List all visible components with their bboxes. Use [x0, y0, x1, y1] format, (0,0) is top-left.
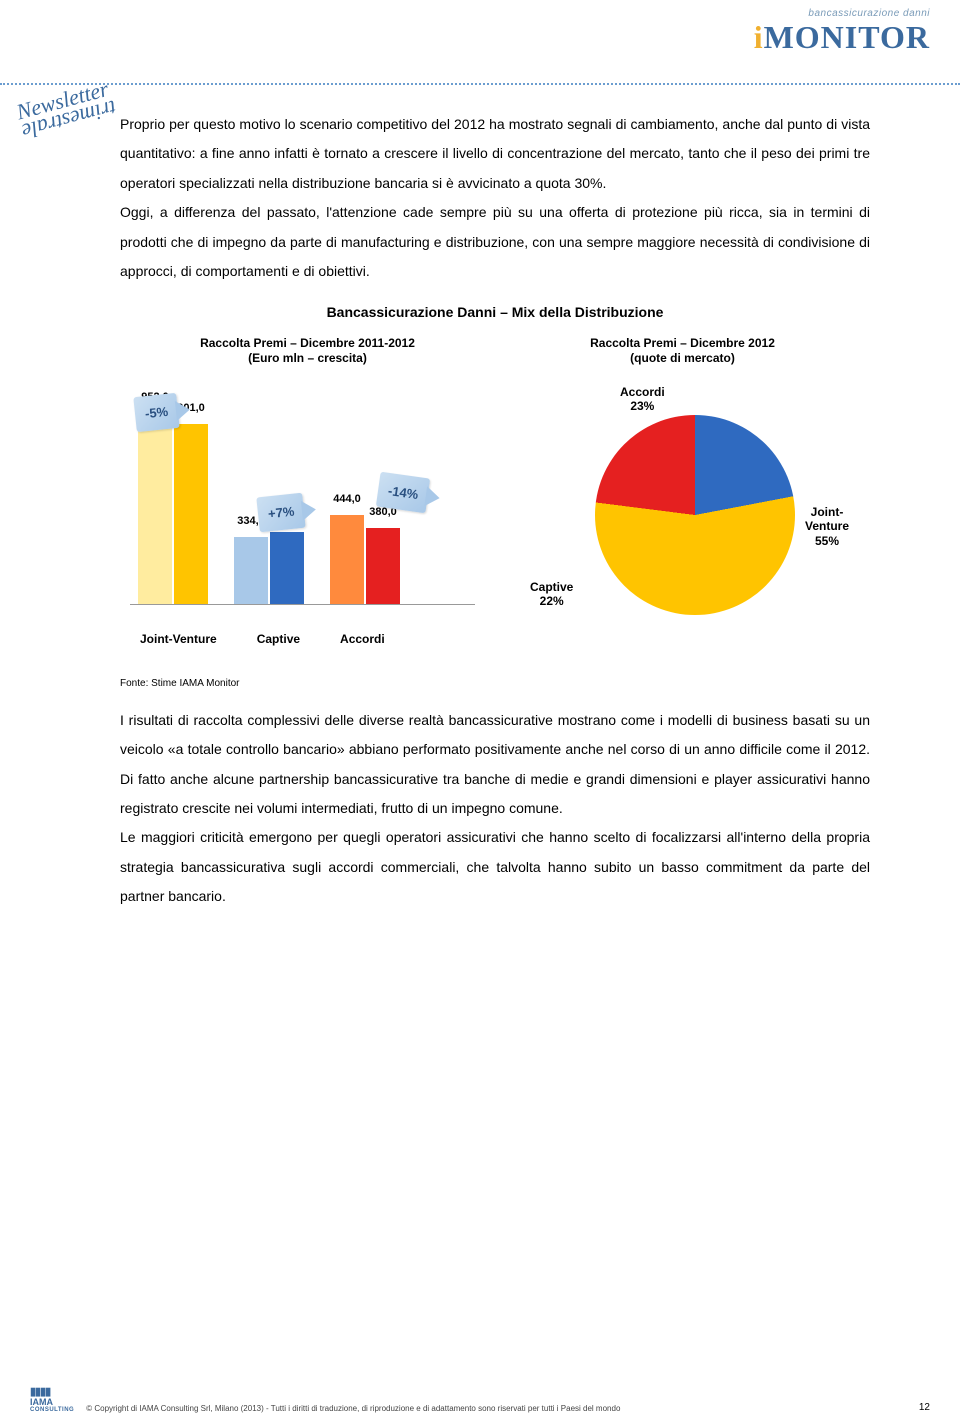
page-footer: ▮▮▮▮ IAMA CONSULTING © Copyright di IAMA…: [0, 1387, 960, 1413]
charts-container: -5% +7% -14% 952,0901,0334,0359,0444,038…: [120, 385, 870, 655]
paragraph-4: Le maggiori criticità emergono per quegl…: [120, 823, 870, 911]
page-header: bancassicurazione danni iMONITOR: [0, 0, 960, 85]
footer-copyright: © Copyright di IAMA Consulting Srl, Mila…: [86, 1404, 919, 1413]
paragraph-3: I risultati di raccolta complessivi dell…: [120, 706, 870, 824]
bar-fill: [366, 528, 400, 604]
bar-fill: [234, 537, 268, 604]
bar-fill: [174, 424, 208, 604]
pie-label-accordi: Accordi23%: [620, 385, 665, 414]
pie-label-jv: Joint-Venture55%: [805, 505, 849, 548]
logo-subtitle: bancassicurazione danni: [754, 8, 930, 19]
bar-legend: Joint-Venture Captive Accordi: [140, 627, 475, 652]
chart-right-subtitle: Raccolta Premi – Dicembre 2012 (quote di…: [495, 336, 870, 367]
header-logo: bancassicurazione danni iMONITOR: [754, 8, 930, 56]
paragraph-2: Oggi, a differenza del passato, l'attenz…: [120, 198, 870, 286]
footer-page-number: 12: [919, 1402, 930, 1413]
bar-fill: [330, 515, 364, 604]
pie-chart: Accordi23% Captive22% Joint-Venture55%: [525, 385, 870, 655]
chart-subtitles: Raccolta Premi – Dicembre 2011-2012 (Eur…: [120, 336, 870, 367]
bar-value-label: 444,0: [333, 488, 361, 511]
bar-chart: -5% +7% -14% 952,0901,0334,0359,0444,038…: [120, 385, 485, 655]
legend-captive: Captive: [257, 627, 300, 652]
legend-accordi: Accordi: [340, 627, 385, 652]
legend-jv: Joint-Venture: [140, 627, 217, 652]
bar-fill: [138, 414, 172, 604]
bar-fill: [270, 532, 304, 604]
arrow-plus7: +7%: [256, 493, 306, 533]
chart-source: Fonte: Stime IAMA Monitor: [120, 673, 870, 694]
arrow-minus5: -5%: [133, 393, 180, 433]
chart-left-subtitle: Raccolta Premi – Dicembre 2011-2012 (Eur…: [120, 336, 495, 367]
logo-main: iMONITOR: [754, 19, 930, 56]
bar: 901,0: [174, 397, 208, 604]
pie-label-captive: Captive22%: [530, 580, 573, 609]
bar: 444,0: [330, 488, 364, 604]
footer-logo: ▮▮▮▮ IAMA CONSULTING: [30, 1387, 74, 1413]
arrow-minus14: -14%: [376, 472, 431, 514]
paragraph-1: Proprio per questo motivo lo scenario co…: [120, 110, 870, 198]
content-area: Proprio per questo motivo lo scenario co…: [0, 85, 960, 932]
pie-shape: [595, 415, 795, 615]
chart-main-title: Bancassicurazione Danni – Mix della Dist…: [120, 298, 870, 327]
bar: 380,0: [366, 501, 400, 604]
